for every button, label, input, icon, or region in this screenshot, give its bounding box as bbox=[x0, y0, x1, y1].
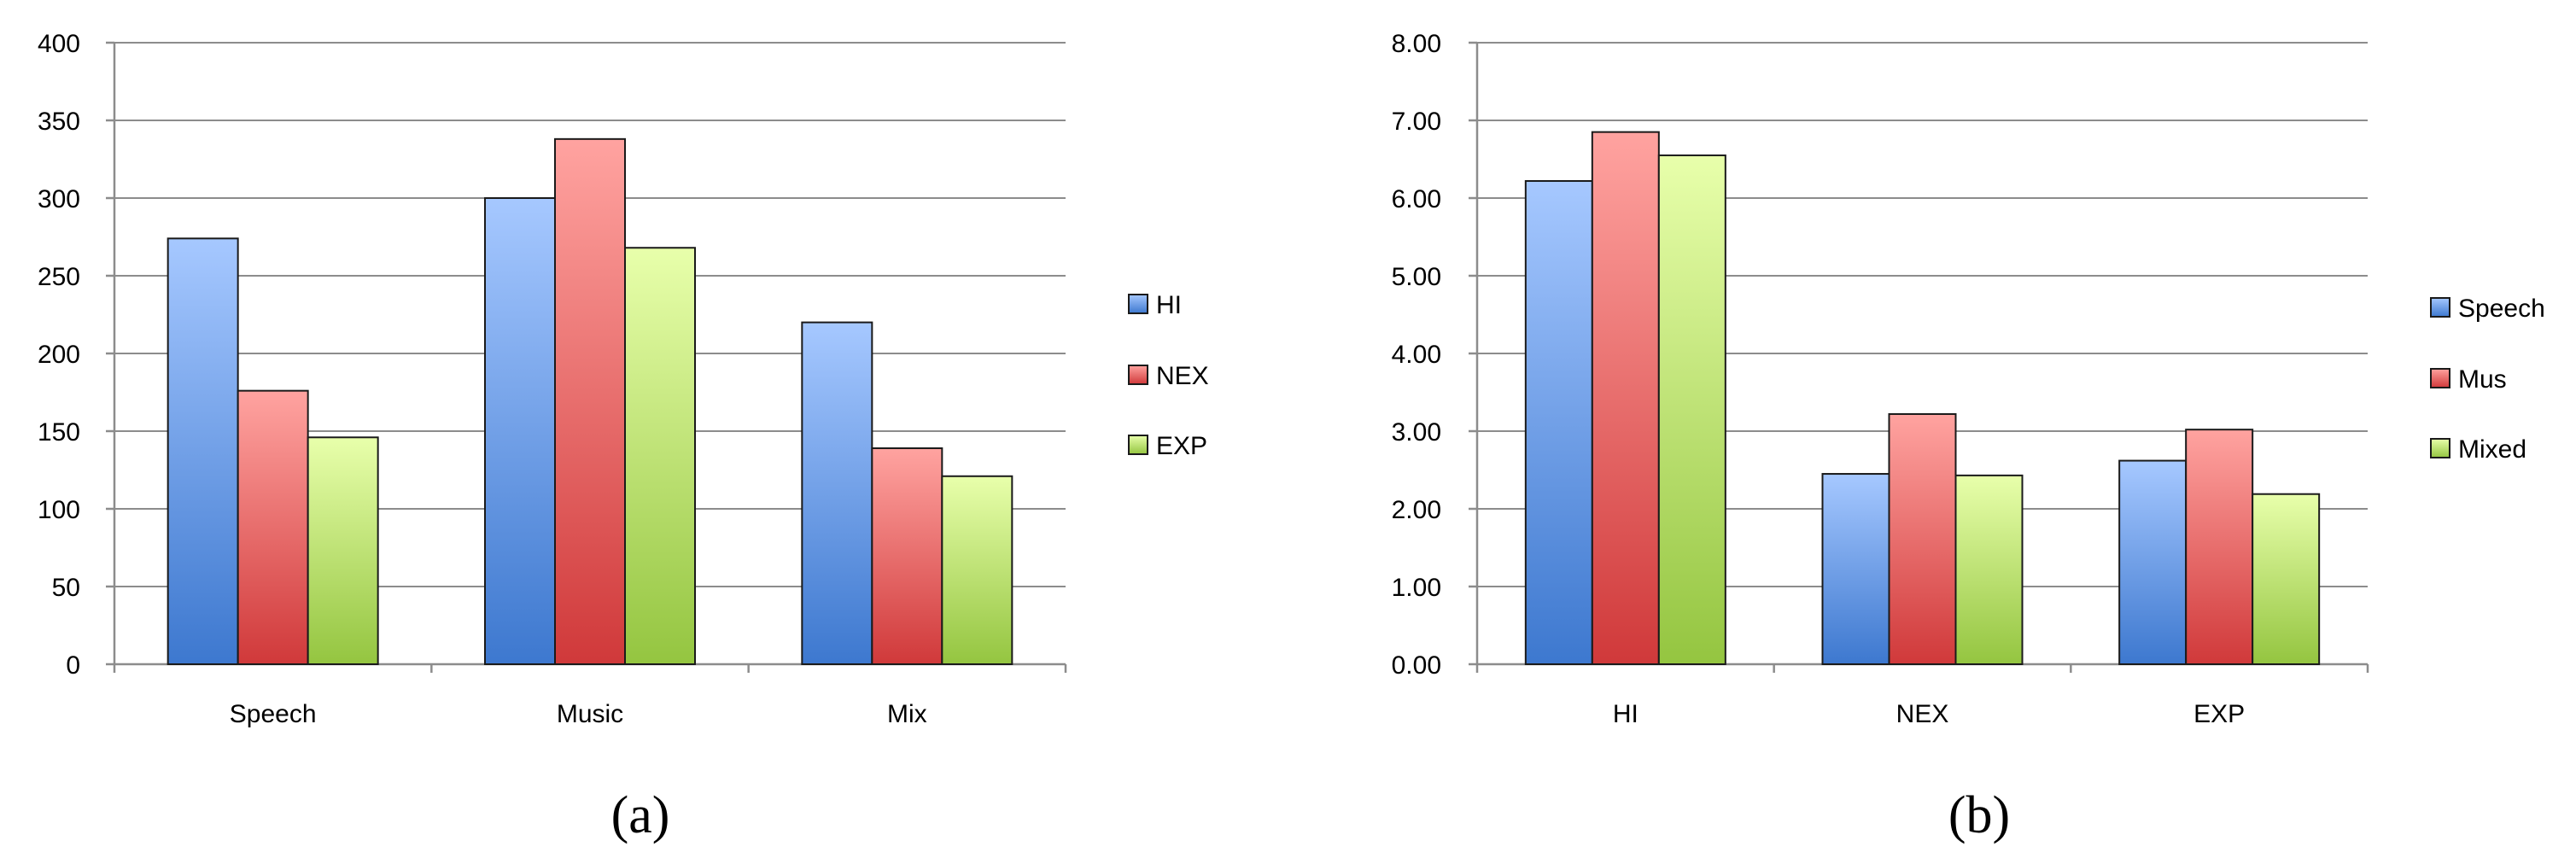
chart-panel-a: 0 50 100 150 200 250 300 350 400 Speech Music Mix HI… bbox=[38, 30, 1209, 844]
x-tick-label: Speech bbox=[230, 700, 317, 728]
y-tick-label: 150 bbox=[38, 418, 80, 447]
y-tick-label: 100 bbox=[38, 496, 80, 524]
bar-mus-nex bbox=[1888, 412, 1957, 665]
legend-swatch bbox=[2430, 438, 2450, 458]
legend-label: Speech bbox=[2458, 295, 2545, 323]
bar-exp-speech bbox=[307, 436, 379, 666]
y-tick-label: 0.00 bbox=[1392, 651, 1441, 680]
y-tick-label: 300 bbox=[38, 185, 80, 213]
y-tick-label: 0 bbox=[66, 651, 80, 680]
bar-exp-music bbox=[624, 247, 696, 665]
bar-mus-exp bbox=[2185, 429, 2254, 665]
x-tick-label: HI bbox=[1613, 700, 1638, 728]
legend-swatch bbox=[1128, 435, 1148, 455]
x-tick-label: Music bbox=[557, 700, 623, 728]
y-tick-label: 350 bbox=[38, 108, 80, 136]
chart-panel-b: 0.00 1.00 2.00 3.00 4.00 5.00 6.00 7.00 8.00 HI NE… bbox=[1392, 30, 2545, 844]
y-tick-label: 250 bbox=[38, 263, 80, 291]
bar-hi-mix bbox=[801, 321, 873, 665]
panel-label: (b) bbox=[1948, 786, 2010, 844]
bar-nex-music bbox=[554, 137, 626, 665]
y-tick-label: 200 bbox=[38, 341, 80, 369]
y-tick-label: 5.00 bbox=[1392, 263, 1441, 291]
x-tick-label: EXP bbox=[2193, 700, 2245, 728]
legend-swatch bbox=[1128, 294, 1148, 314]
legend-swatch bbox=[2430, 368, 2450, 388]
legend-swatch bbox=[1128, 365, 1148, 385]
bar-mixed-hi bbox=[1657, 154, 1726, 665]
y-tick-label: 4.00 bbox=[1392, 341, 1441, 369]
legend-label: HI bbox=[1156, 291, 1182, 319]
y-tick-label: 6.00 bbox=[1392, 185, 1441, 213]
x-tick-label: Mix bbox=[887, 700, 927, 728]
bar-speech-hi bbox=[1524, 179, 1593, 666]
legend-swatch bbox=[2430, 297, 2450, 318]
bar-speech-nex bbox=[1821, 473, 1890, 665]
bar-speech-exp bbox=[2118, 459, 2188, 666]
panel-label: (a) bbox=[611, 786, 670, 844]
bar-hi-speech bbox=[166, 237, 239, 665]
bar-nex-speech bbox=[237, 389, 309, 665]
y-tick-label: 400 bbox=[38, 30, 80, 58]
legend-label: EXP bbox=[1156, 432, 1207, 460]
bar-hi-music bbox=[484, 197, 556, 665]
legend-label: Mixed bbox=[2458, 435, 2526, 464]
bar-nex-mix bbox=[871, 447, 943, 666]
y-tick-label: 50 bbox=[52, 574, 80, 602]
y-tick-label: 3.00 bbox=[1392, 418, 1441, 447]
y-tick-label: 8.00 bbox=[1392, 30, 1441, 58]
bar-mixed-exp bbox=[2252, 493, 2321, 666]
legend-label: Mus bbox=[2458, 365, 2507, 394]
y-tick-label: 2.00 bbox=[1392, 496, 1441, 524]
bar-mus-hi bbox=[1591, 131, 1660, 665]
x-tick-label: NEX bbox=[1896, 700, 1949, 728]
bar-exp-mix bbox=[941, 475, 1013, 666]
bar-mixed-nex bbox=[1954, 474, 2024, 665]
y-tick-label: 1.00 bbox=[1392, 574, 1441, 602]
y-tick-label: 7.00 bbox=[1392, 108, 1441, 136]
legend-label: NEX bbox=[1156, 362, 1209, 390]
